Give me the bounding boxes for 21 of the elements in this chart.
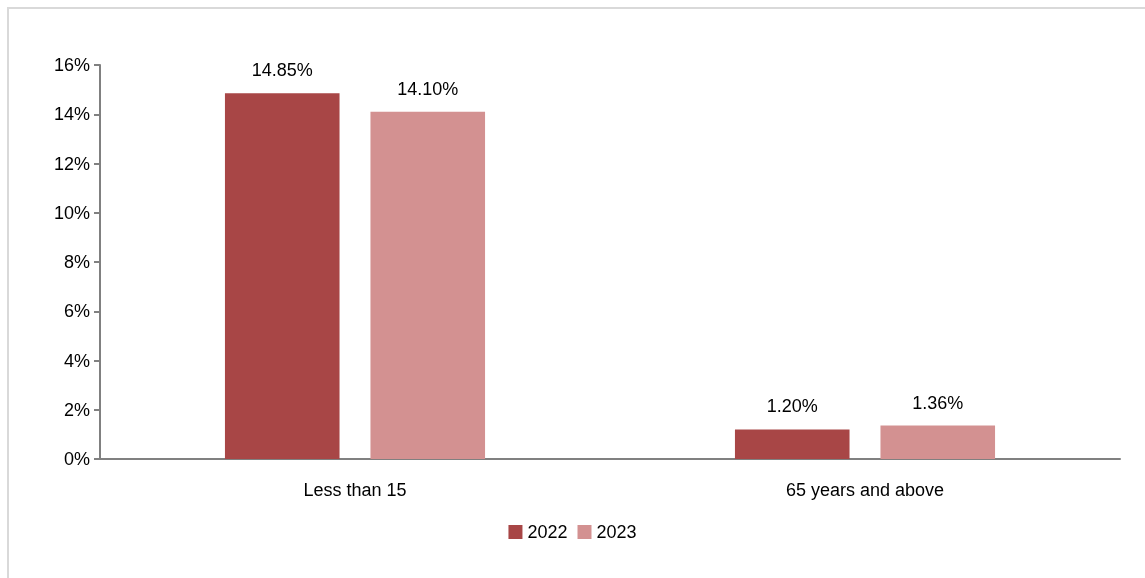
y-tick-label: 12%	[53, 153, 90, 174]
bar	[734, 429, 850, 459]
data-label: 14.10%	[397, 78, 459, 99]
data-label: 1.20%	[766, 396, 818, 417]
y-tick-label: 0%	[63, 449, 90, 469]
x-tick-label: Less than 15	[303, 480, 407, 500]
y-tick-label: 4%	[63, 350, 90, 371]
legend-label: 2022	[527, 522, 568, 542]
data-label: 1.36%	[912, 392, 964, 413]
y-tick-label: 16%	[53, 55, 90, 75]
bar	[880, 425, 996, 459]
data-label: 14.85%	[251, 60, 313, 81]
y-tick-label: 14%	[53, 104, 90, 125]
y-tick-label: 8%	[63, 252, 90, 272]
bar	[370, 111, 486, 459]
y-tick-label: 10%	[53, 202, 90, 223]
legend-label: 2023	[596, 522, 637, 542]
y-tick-label: 6%	[63, 301, 90, 322]
y-tick-label: 2%	[63, 399, 90, 420]
bar	[224, 93, 340, 459]
x-tick-label: 65 years and above	[785, 480, 945, 500]
